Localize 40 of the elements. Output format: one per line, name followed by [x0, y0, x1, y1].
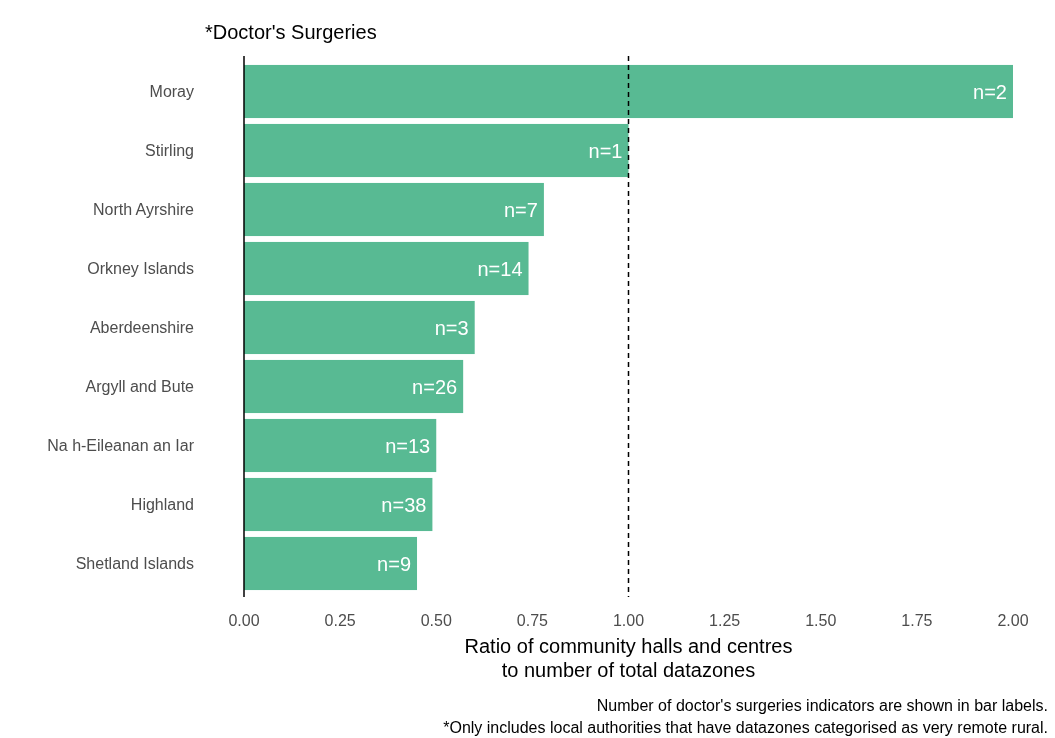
x-tick-label: 1.50 [805, 611, 837, 629]
y-tick-label: North Ayrshire [92, 201, 195, 219]
y-tick-label: Na h-Eileanan an Iar [47, 437, 195, 455]
x-tick-label: 2.00 [997, 611, 1029, 629]
y-tick-label: Moray [149, 83, 194, 101]
annotation: n=7 [503, 198, 538, 221]
bar [244, 418, 437, 473]
y-tick-label: Orkney Islands [87, 260, 194, 278]
bar [244, 359, 464, 414]
annotation: n=14 [477, 257, 523, 280]
x-tick-label: 1.75 [901, 611, 933, 629]
x-tick-label: 0.00 [228, 611, 260, 629]
chart-title: *Doctor's Surgeries [205, 21, 377, 43]
bar [244, 123, 629, 178]
x-tick-label: 1.25 [709, 611, 741, 629]
y-tick-label: Highland [130, 496, 194, 514]
annotation: n=38 [381, 493, 427, 516]
x-tick-label: 0.25 [324, 611, 356, 629]
annotation: n=13 [385, 434, 431, 457]
bar [244, 536, 418, 591]
y-tick-label: Stirling [145, 142, 194, 160]
x-axis-title: Ratio of community halls and centres to number of total datazones [464, 635, 793, 681]
annotation: n=26 [412, 375, 458, 398]
bar [244, 300, 475, 355]
bar [244, 241, 529, 296]
bar [244, 182, 544, 237]
annotation: n=3 [434, 316, 469, 339]
annotation: n=9 [377, 552, 412, 575]
y-tick-label: Shetland Islands [75, 555, 194, 573]
text: *Only includes local authorities that have datazones categorised as very remote rural. [443, 718, 1048, 736]
x-tick-label: 0.50 [420, 611, 452, 629]
annotation: n=1 [588, 139, 623, 162]
y-tick-label: Aberdeenshire [89, 319, 195, 337]
annotation: n=2 [973, 80, 1007, 103]
y-tick-label: Argyll and Bute [85, 378, 195, 396]
bar [244, 64, 1013, 119]
x-tick-label: 1.00 [612, 611, 645, 629]
bar [244, 477, 433, 532]
x-tick-label: 0.75 [516, 611, 549, 629]
text: Number of doctor's surgeries indicators are shown in bar labels. [596, 696, 1048, 714]
